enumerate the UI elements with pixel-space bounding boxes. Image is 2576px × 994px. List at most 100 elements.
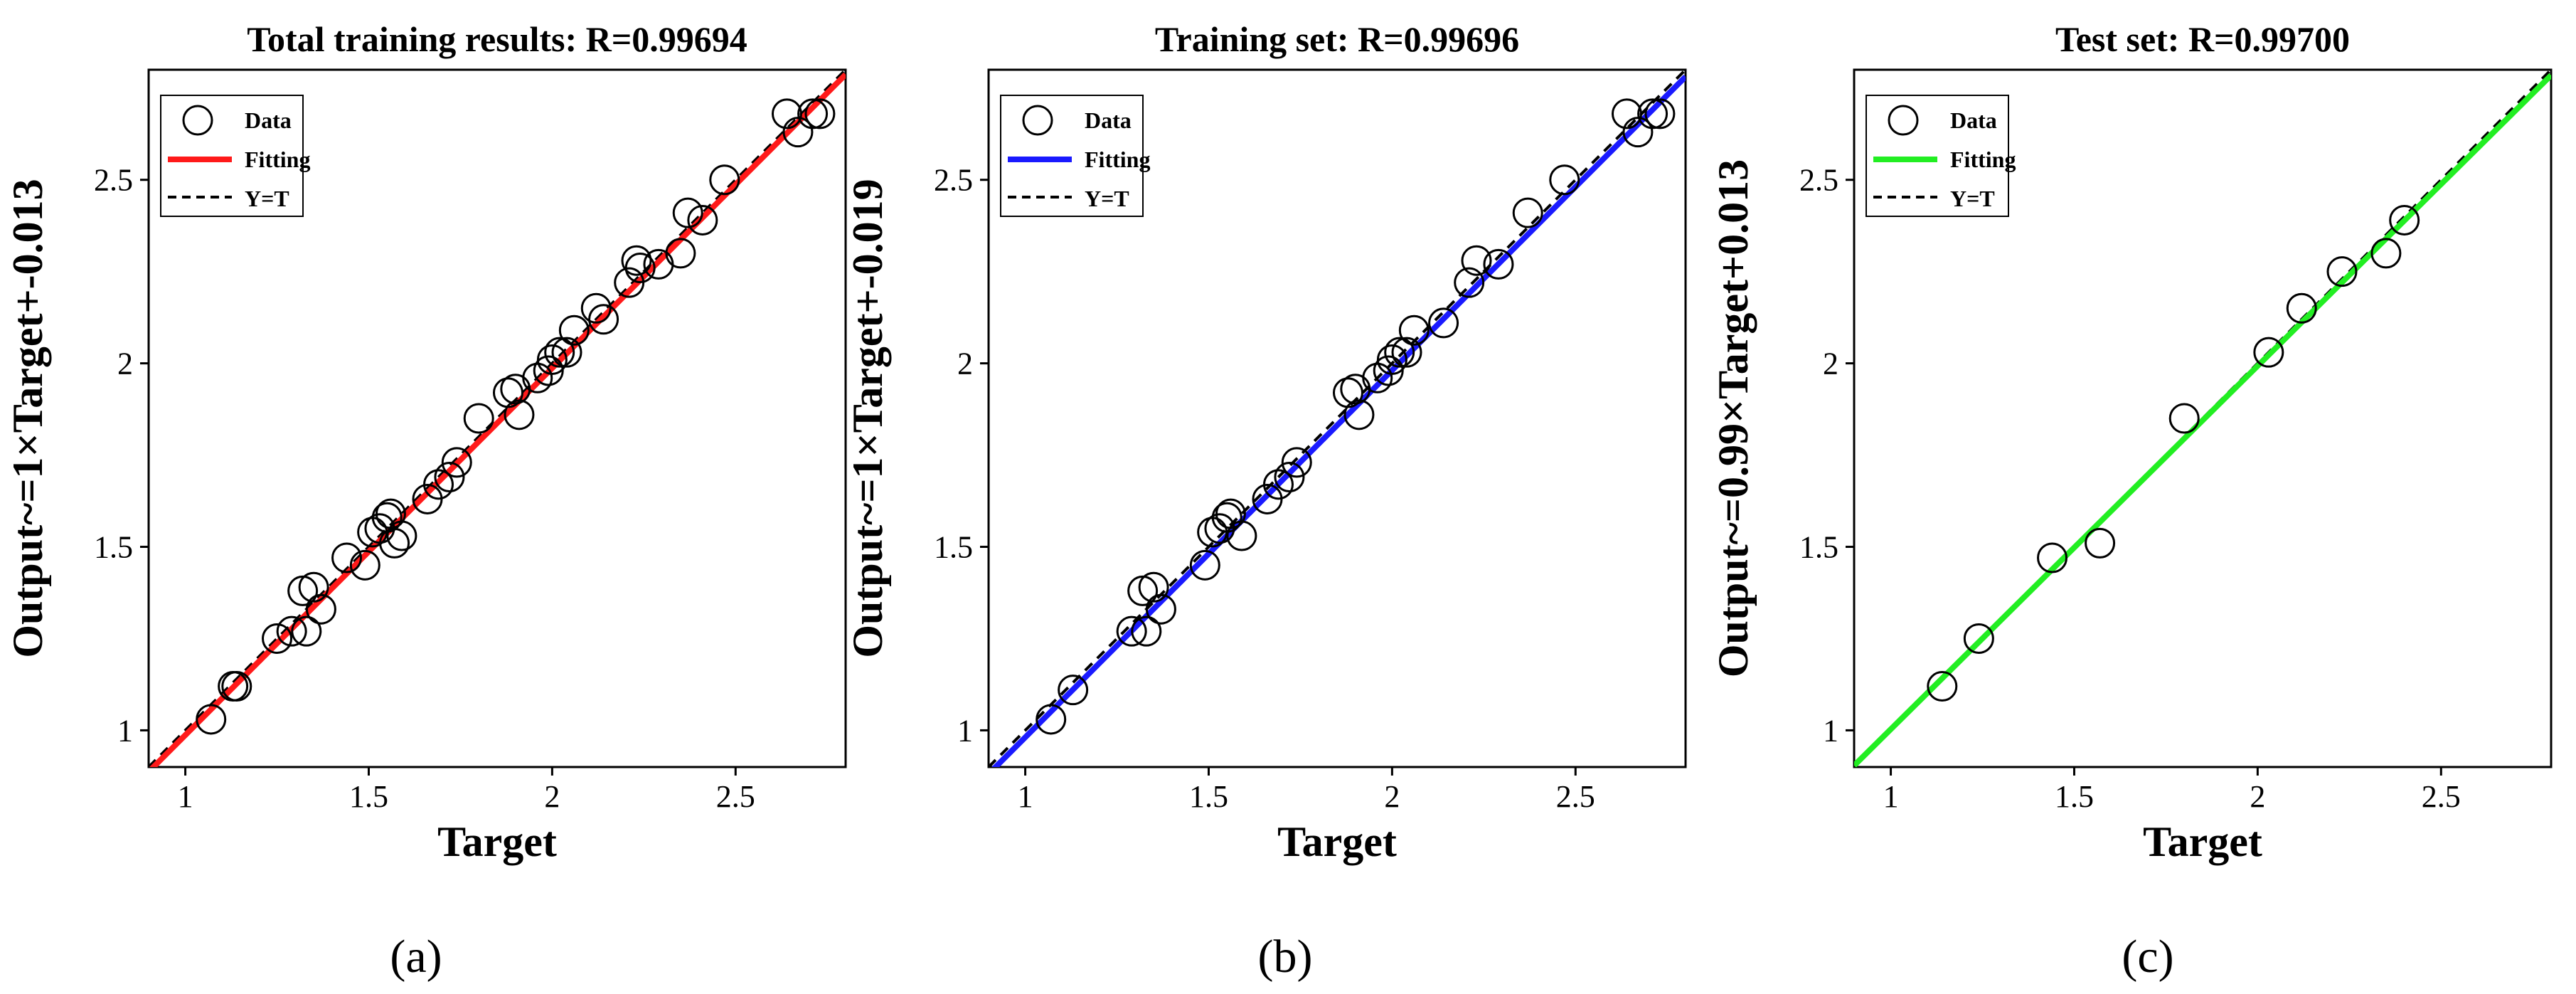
x-tick-label: 2.5: [716, 779, 755, 814]
chart-panel-1: Total training results: R=0.99694 1 1.5 2 2.…: [4, 19, 847, 983]
plot-area: [989, 70, 1686, 767]
data-point: [1512, 197, 1543, 228]
legend-data-marker: [1888, 105, 1919, 136]
data-point: [1428, 307, 1459, 339]
data-point: [2168, 403, 2200, 434]
data-point: [379, 527, 410, 559]
x-axis-label: Target: [2143, 818, 2262, 865]
data-point: [386, 520, 417, 551]
data-point: [298, 571, 329, 603]
y-tick-label: 1.5: [1799, 530, 1838, 565]
data-point: [1116, 615, 1147, 647]
identity-line: [989, 70, 1686, 767]
x-axis-label: Target: [1277, 818, 1397, 865]
data-point: [441, 447, 472, 478]
data-point: [196, 704, 227, 735]
data-point: [1454, 267, 1485, 298]
data-point: [305, 593, 336, 625]
y-axis-label: Output~=1×Target+-0.013: [4, 179, 51, 657]
data-point: [1391, 337, 1422, 368]
data-point: [1461, 245, 1492, 276]
data-point: [804, 98, 836, 129]
y-tick-label: 2: [1823, 347, 1838, 381]
data-point: [1611, 98, 1642, 129]
legend-data-marker: [1022, 105, 1053, 136]
x-axis-label: Target: [437, 818, 557, 865]
data-point: [797, 98, 829, 129]
data-point: [1384, 337, 1415, 368]
y-tick-label: 1.5: [934, 530, 973, 565]
y-tick-label: 1: [117, 713, 133, 748]
data-point: [544, 337, 575, 368]
data-point: [331, 542, 363, 573]
legend-entry: Data: [1085, 107, 1132, 133]
data-point: [621, 245, 652, 276]
data-point: [687, 204, 718, 236]
legend-data-marker: [182, 105, 213, 136]
y-axis-label: Output~=0.99×Target+0.013: [1710, 159, 1757, 677]
legend-entry: Data: [1950, 107, 1997, 133]
x-tick-label: 1: [178, 779, 193, 814]
x-tick-label: 1: [1018, 779, 1033, 814]
legend-entry: Y=T: [1950, 186, 1995, 211]
data-point: [1189, 549, 1220, 581]
panel-label: (c): [2122, 931, 2173, 983]
data-point: [1145, 593, 1176, 625]
data-point: [2037, 542, 2068, 573]
x-tick-label: 1.5: [349, 779, 388, 814]
y-tick-label: 1: [957, 713, 973, 748]
data-point: [1549, 164, 1580, 196]
data-point: [1281, 447, 1312, 478]
plot-area: [1854, 70, 2551, 767]
y-axis-label: Output~=1×Target+-0.019: [844, 179, 891, 657]
data-point: [2286, 292, 2317, 324]
data-point: [624, 253, 656, 284]
legend-entry: Y=T: [1085, 186, 1129, 211]
data-point: [1036, 704, 1067, 735]
data-point: [1963, 623, 1994, 654]
data-point: [1483, 248, 1514, 280]
data-point: [2389, 204, 2420, 236]
data-point: [580, 292, 612, 324]
y-tick-label: 1: [1823, 713, 1838, 748]
identity-line: [149, 70, 846, 767]
data-point: [463, 403, 494, 434]
x-tick-label: 2: [1384, 779, 1400, 814]
data-point: [291, 615, 322, 647]
data-point: [1262, 469, 1294, 500]
chart-panel-2: Training set: R=0.99696 1 1.5 2 2.5 1 1.5 2 2.5 T…: [844, 19, 1687, 983]
y-tick-label: 1.5: [94, 530, 133, 565]
legend-entry: Fitting: [245, 147, 310, 172]
data-point: [1274, 462, 1305, 493]
chart-title: Training set: R=0.99696: [1155, 19, 1519, 59]
x-tick-label: 2.5: [2422, 779, 2461, 814]
legend-entry: Y=T: [245, 186, 289, 211]
data-point: [1398, 314, 1430, 346]
data-point: [349, 549, 380, 581]
data-point: [1138, 571, 1169, 603]
data-point: [504, 399, 535, 430]
data-point: [1376, 344, 1407, 375]
data-point: [709, 164, 740, 196]
legend-entry: Fitting: [1085, 147, 1150, 172]
data-point: [536, 344, 568, 375]
y-tick-label: 2.5: [94, 163, 133, 198]
data-point: [1644, 98, 1676, 129]
data-point: [665, 238, 696, 269]
data-point: [2085, 527, 2116, 559]
data-point: [422, 469, 454, 500]
data-point: [1226, 520, 1257, 551]
data-point: [588, 304, 619, 335]
y-tick-label: 2: [957, 347, 973, 381]
data-point: [771, 98, 802, 129]
data-point: [2326, 256, 2358, 287]
y-tick-label: 2.5: [1799, 163, 1838, 198]
data-point: [1058, 675, 1089, 706]
x-tick-label: 2: [2250, 779, 2265, 814]
fit-line: [149, 72, 846, 767]
x-tick-label: 2: [544, 779, 560, 814]
data-point: [1343, 399, 1375, 430]
data-point: [2370, 238, 2402, 269]
x-tick-label: 1: [1883, 779, 1899, 814]
